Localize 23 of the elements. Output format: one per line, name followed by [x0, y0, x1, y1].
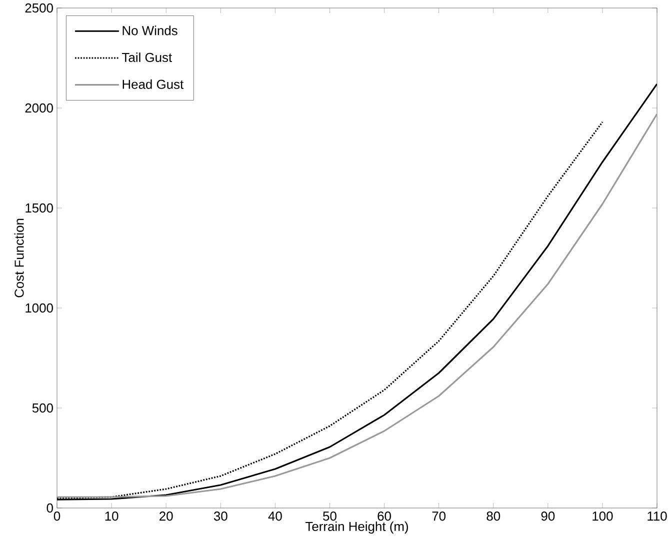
y-tick-label: 1000 — [26, 303, 53, 313]
y-tick-label: 1500 — [26, 203, 53, 213]
y-tick-label: 0 — [46, 503, 53, 513]
x-axis-title: Terrain Height (m) — [305, 522, 408, 534]
x-tick-label: 70 — [432, 512, 446, 521]
x-tick-label: 50 — [323, 512, 336, 521]
x-tick-label: 110 — [648, 512, 667, 521]
x-tick-label: 60 — [378, 512, 391, 521]
x-tick-label: 40 — [268, 512, 282, 521]
y-tick-label: 2500 — [25, 3, 53, 13]
x-tick-label: 20 — [160, 512, 173, 521]
x-tick-label: 90 — [541, 512, 555, 521]
x-tick-label: 10 — [105, 512, 118, 521]
x-tick-label: 0 — [54, 512, 60, 521]
y-axis-title: Cost Function — [14, 218, 24, 298]
legend-label: Head Gust — [122, 79, 184, 89]
y-tick-label: 500 — [32, 403, 53, 413]
x-tick-label: 80 — [486, 512, 500, 521]
x-tick-label: 100 — [592, 512, 613, 521]
x-tick-label: 30 — [214, 512, 228, 521]
y-tick-label: 2000 — [25, 103, 53, 113]
legend-label: No Winds — [122, 26, 178, 36]
legend-label: Tail Gust — [122, 52, 172, 62]
